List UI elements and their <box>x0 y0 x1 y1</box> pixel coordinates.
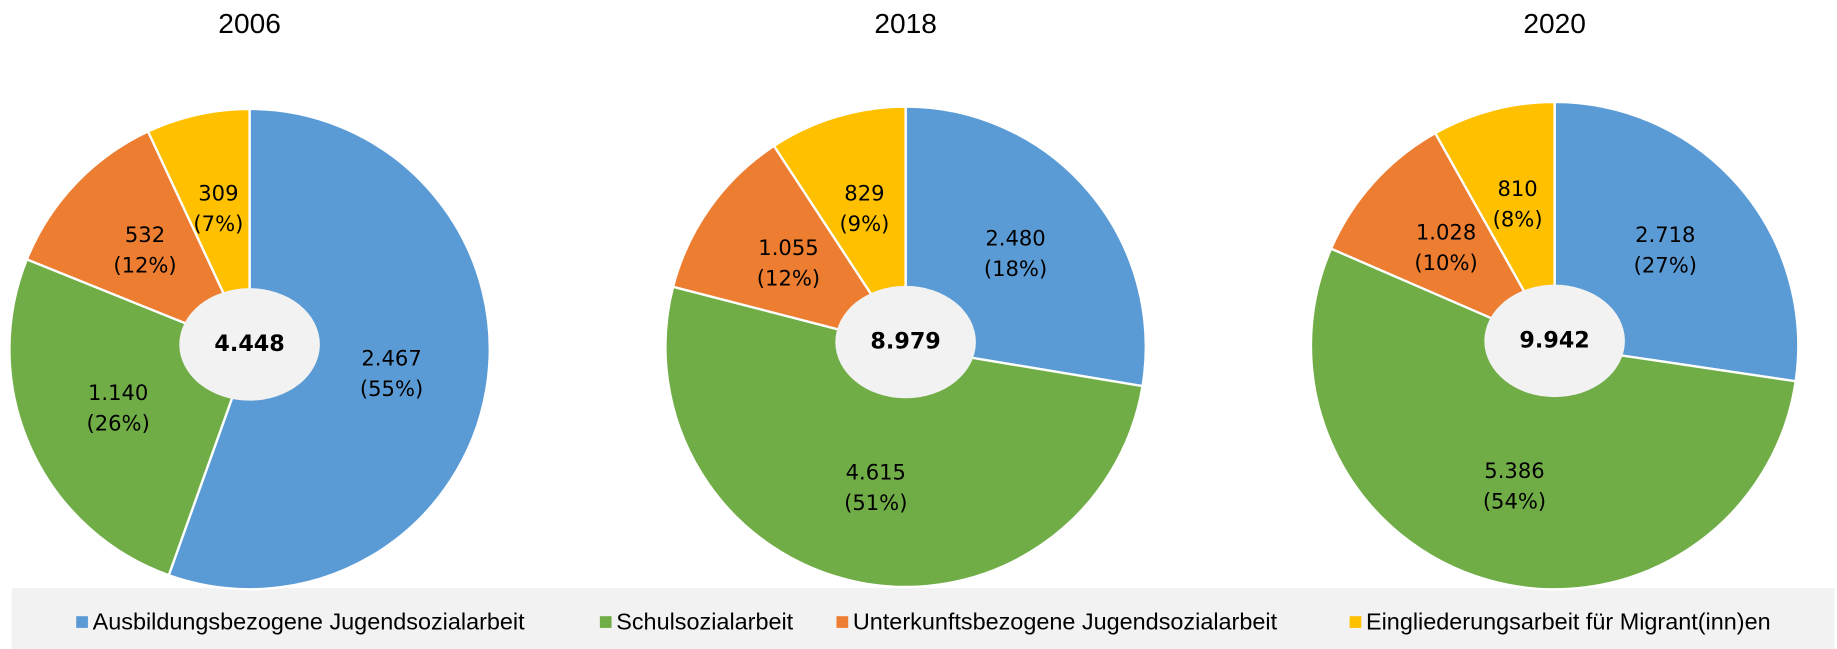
percent-label: (54%) <box>1483 489 1546 514</box>
value-label: 309 <box>198 180 238 205</box>
chart-title: 2020 <box>1523 8 1586 39</box>
percent-label: (51%) <box>844 490 907 515</box>
percent-label: (8%) <box>1493 207 1543 232</box>
value-label: 4.615 <box>846 460 906 485</box>
percent-label: (27%) <box>1634 252 1697 277</box>
pie-slice <box>1553 100 1800 383</box>
chart-title: 2006 <box>218 8 281 39</box>
value-label: 1.140 <box>88 380 148 405</box>
donut-hole <box>179 288 320 401</box>
legend-swatch <box>1349 616 1362 628</box>
value-label: 1.028 <box>1416 220 1476 245</box>
legend-swatch <box>599 616 612 628</box>
donut-hole <box>1484 284 1625 398</box>
chart-title: 2018 <box>874 8 937 39</box>
value-label: 5.386 <box>1484 458 1544 483</box>
value-label: 2.467 <box>361 346 421 371</box>
pie-slice <box>25 129 252 352</box>
total-label: 4.448 <box>214 331 284 357</box>
legend-swatch <box>76 616 88 628</box>
legend-label: Schulsozialarbeit <box>616 608 793 634</box>
total-label: 8.979 <box>870 329 940 355</box>
value-label: 532 <box>125 222 165 247</box>
percent-label: (12%) <box>757 265 820 290</box>
pie-slice <box>1433 100 1556 351</box>
percent-label: (7%) <box>193 211 243 236</box>
donut-hole <box>835 285 976 399</box>
percent-label: (18%) <box>984 256 1047 281</box>
pie-slice <box>146 107 251 350</box>
pie-slice <box>772 105 907 351</box>
percent-label: (12%) <box>113 252 176 277</box>
percent-label: (9%) <box>839 211 889 236</box>
pie-slice <box>1329 131 1558 349</box>
legend-swatch <box>836 616 849 628</box>
percent-label: (55%) <box>360 376 423 401</box>
value-label: 829 <box>844 181 884 206</box>
percent-label: (26%) <box>87 411 150 436</box>
value-label: 2.480 <box>985 226 1045 251</box>
legend-label: Eingliederungsarbeit für Migrant(inn)en <box>1366 608 1771 634</box>
percent-label: (10%) <box>1414 250 1477 275</box>
pie-slice <box>664 285 1144 589</box>
pie-slice <box>671 144 909 349</box>
legend-background <box>11 588 1835 649</box>
total-label: 9.942 <box>1519 327 1589 353</box>
legend-label: Unterkunftsbezogene Jugendsozialarbeit <box>853 608 1278 634</box>
value-label: 810 <box>1497 176 1537 201</box>
legend-label: Ausbildungsbezogene Jugendsozialarbeit <box>93 608 526 634</box>
value-label: 1.055 <box>758 235 818 260</box>
value-label: 2.718 <box>1635 222 1695 247</box>
pie-slice <box>1309 247 1797 591</box>
pie-slice <box>167 107 491 591</box>
